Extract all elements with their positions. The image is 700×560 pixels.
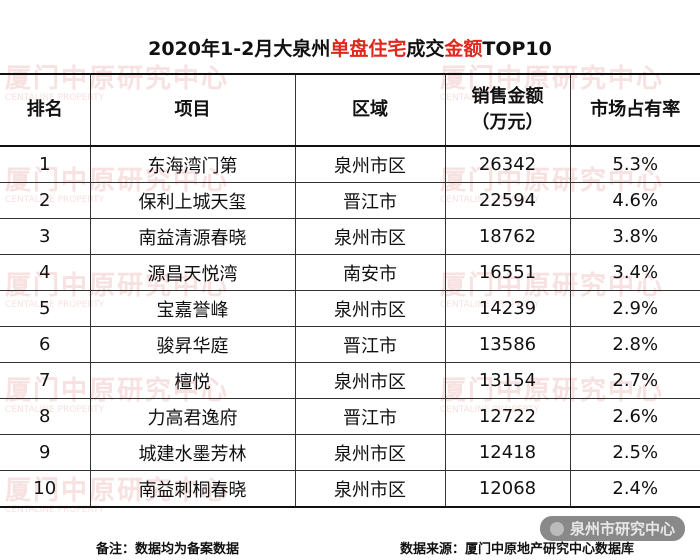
cell-region: 泉州市区	[294, 434, 446, 471]
header-project: 项目	[89, 73, 296, 147]
table-row: 9 城建水墨芳林 泉州市区 12418 2.5%	[0, 434, 700, 471]
cell-rank: 4	[0, 254, 91, 291]
cell-project: 东海湾门第	[89, 145, 296, 183]
table-row: 1 东海湾门第 泉州市区 26342 5.3%	[0, 145, 700, 183]
cell-share: 2.8%	[569, 326, 700, 363]
cell-rank: 2	[0, 182, 91, 219]
cell-sales: 13586	[444, 326, 571, 363]
cell-rank: 7	[0, 362, 91, 399]
table-row: 4 源昌天悦湾 南安市 16551 3.4%	[0, 254, 700, 291]
cell-region: 晋江市	[294, 182, 446, 219]
cell-rank: 9	[0, 434, 91, 471]
cell-project: 保利上城天玺	[89, 182, 296, 219]
cell-region: 泉州市区	[294, 218, 446, 255]
cell-rank: 6	[0, 326, 91, 363]
cell-project: 力高君逸府	[89, 398, 296, 435]
cell-share: 3.4%	[569, 254, 700, 291]
cell-region: 南安市	[294, 254, 446, 291]
table-row: 3 南益清源春晓 泉州市区 18762 3.8%	[0, 218, 700, 255]
chart-title: 2020年1-2月大泉州单盘住宅成交金额TOP10	[0, 34, 700, 61]
header-share: 市场占有率	[569, 73, 700, 147]
cell-share: 5.3%	[569, 145, 700, 183]
footer-source: 数据来源：厦门中原地产研究中心数据库	[400, 542, 635, 557]
cell-sales: 26342	[444, 145, 571, 183]
table-row: 6 骏昇华庭 晋江市 13586 2.8%	[0, 326, 700, 363]
cell-project: 骏昇华庭	[89, 326, 296, 363]
cell-share: 2.7%	[569, 362, 700, 399]
cell-share: 2.9%	[569, 290, 700, 327]
cell-share: 2.5%	[569, 434, 700, 471]
cell-rank: 8	[0, 398, 91, 435]
cell-share: 4.6%	[569, 182, 700, 219]
cell-rank: 5	[0, 290, 91, 327]
table-row: 5 宝嘉誉峰 泉州市区 14239 2.9%	[0, 290, 700, 327]
cell-sales: 12418	[444, 434, 571, 471]
cell-sales: 18762	[444, 218, 571, 255]
cell-share: 2.6%	[569, 398, 700, 435]
header-sales-label: 销售金额	[471, 86, 544, 107]
header-region: 区域	[294, 73, 446, 147]
cell-sales: 12068	[444, 470, 571, 508]
table-row: 8 力高君逸府 晋江市 12722 2.6%	[0, 398, 700, 435]
title-part: 金额	[444, 38, 483, 60]
ranking-table: 排名 项目 区域 销售金额 （万元） 市场占有率 1 东海湾门第 泉州市区 26342…	[0, 73, 700, 508]
cell-region: 晋江市	[294, 398, 446, 435]
source-badge: 泉州市研究中心	[540, 516, 686, 541]
cell-sales: 22594	[444, 182, 571, 219]
table-row: 10 南益刺桐春晓 泉州市区 12068 2.4%	[0, 470, 700, 508]
cell-share: 2.4%	[569, 470, 700, 508]
badge-label: 泉州市研究中心	[570, 520, 676, 538]
cell-region: 泉州市区	[294, 362, 446, 399]
cell-sales: 13154	[444, 362, 571, 399]
cell-project: 南益清源春晓	[89, 218, 296, 255]
cell-rank: 10	[0, 470, 91, 508]
header-sales: 销售金额 （万元）	[444, 73, 571, 147]
footer-note: 备注：数据均为备案数据	[96, 542, 240, 557]
header-row: 排名 项目 区域 销售金额 （万元） 市场占有率	[0, 73, 700, 147]
cell-share: 3.8%	[569, 218, 700, 255]
cell-project: 源昌天悦湾	[89, 254, 296, 291]
cell-region: 泉州市区	[294, 145, 446, 183]
cell-sales: 14239	[444, 290, 571, 327]
wechat-icon	[550, 522, 564, 536]
cell-project: 檀悦	[89, 362, 296, 399]
cell-region: 泉州市区	[294, 290, 446, 327]
header-sales-unit: （万元）	[471, 112, 544, 133]
title-part: TOP10	[482, 38, 552, 60]
title-part: 成交	[406, 38, 445, 60]
cell-sales: 12722	[444, 398, 571, 435]
title-part: 2020年1-2月大泉州	[148, 38, 331, 60]
table-row: 7 檀悦 泉州市区 13154 2.7%	[0, 362, 700, 399]
cell-rank: 1	[0, 145, 91, 183]
table-row: 2 保利上城天玺 晋江市 22594 4.6%	[0, 182, 700, 219]
cell-region: 泉州市区	[294, 470, 446, 508]
title-part: 单盘住宅	[330, 38, 407, 60]
header-rank: 排名	[0, 73, 91, 147]
cell-project: 城建水墨芳林	[89, 434, 296, 471]
cell-region: 晋江市	[294, 326, 446, 363]
cell-rank: 3	[0, 218, 91, 255]
cell-project: 南益刺桐春晓	[89, 470, 296, 508]
cell-project: 宝嘉誉峰	[89, 290, 296, 327]
cell-sales: 16551	[444, 254, 571, 291]
